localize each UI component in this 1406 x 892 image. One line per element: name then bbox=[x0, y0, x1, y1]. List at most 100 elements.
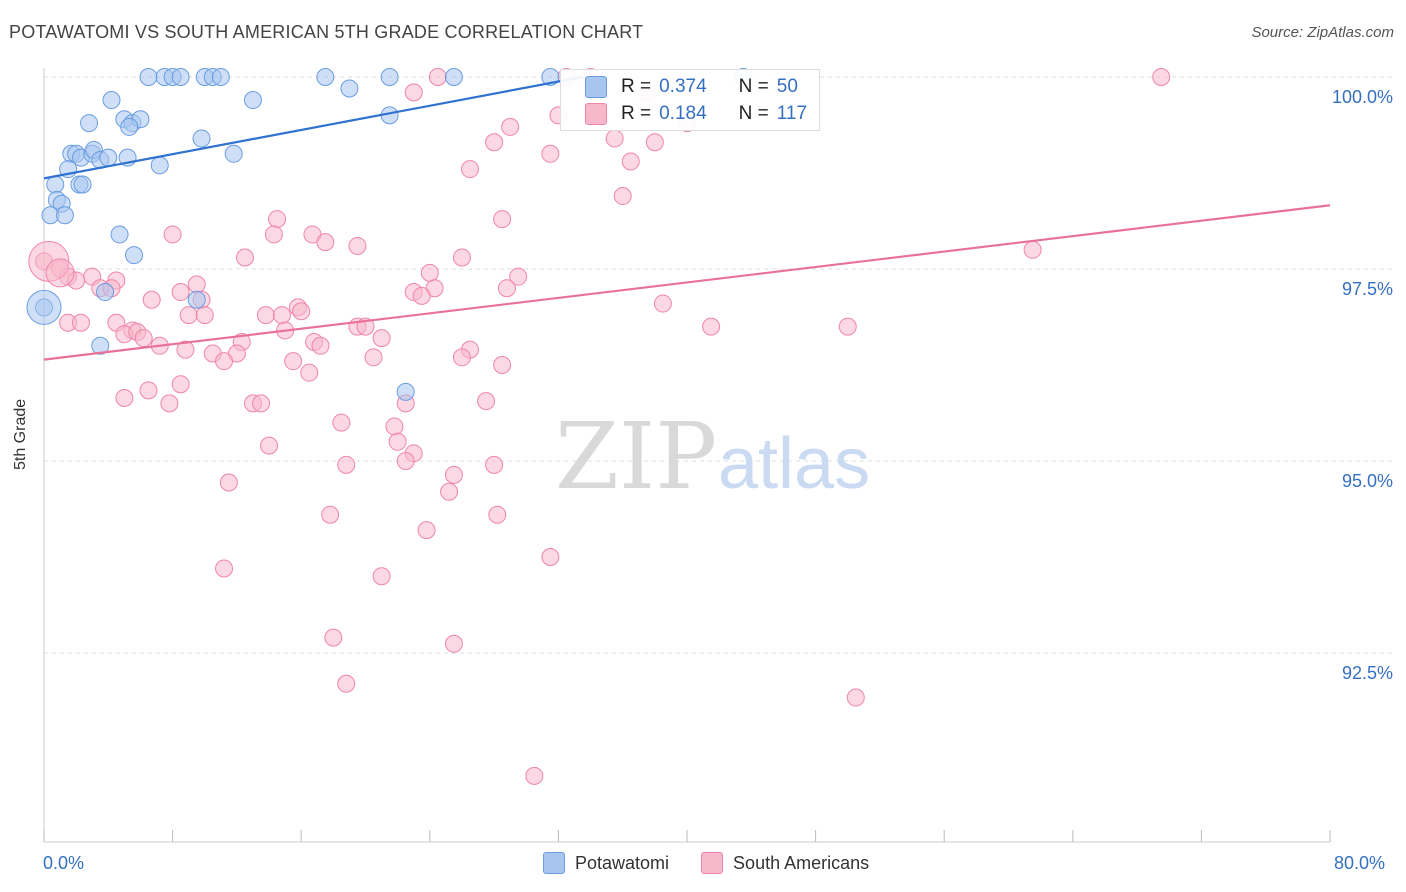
south-american-point bbox=[324, 628, 343, 647]
watermark-atlas: atlas bbox=[718, 424, 870, 504]
y-axis-label: 5th Grade bbox=[12, 398, 29, 470]
legend-swatch-potawatomi bbox=[585, 76, 607, 98]
south-american-point bbox=[215, 559, 234, 578]
south-american-point bbox=[605, 129, 624, 148]
legend-n-value: 50 bbox=[776, 76, 798, 97]
potawatomi-point bbox=[80, 114, 99, 133]
potawatomi-point bbox=[340, 79, 359, 98]
south-american-point bbox=[497, 279, 516, 298]
south-american-trend-line bbox=[43, 204, 1331, 361]
potawatomi-point bbox=[380, 68, 399, 86]
south-american-point bbox=[1023, 240, 1042, 259]
south-american-point bbox=[613, 187, 632, 206]
south-american-point bbox=[428, 68, 447, 86]
south-american-point bbox=[440, 482, 459, 501]
south-american-point bbox=[160, 394, 179, 413]
south-american-point bbox=[337, 674, 356, 693]
south-american-point bbox=[348, 236, 367, 255]
legend-r-value: 0.374 bbox=[659, 76, 707, 97]
south-american-point bbox=[452, 348, 471, 367]
south-american-point bbox=[139, 381, 158, 400]
south-american-point bbox=[332, 413, 351, 432]
south-american-point bbox=[653, 294, 672, 313]
south-american-point bbox=[541, 548, 560, 566]
south-american-point bbox=[179, 306, 198, 325]
potawatomi-point bbox=[99, 148, 118, 167]
south-american-point bbox=[115, 389, 134, 408]
potawatomi-point bbox=[192, 129, 211, 148]
south-american-point bbox=[134, 329, 153, 348]
potawatomi-point bbox=[139, 68, 158, 86]
south-american-point bbox=[645, 133, 664, 152]
potawatomi-point bbox=[396, 382, 415, 401]
south-american-point bbox=[260, 436, 279, 455]
south-american-point bbox=[311, 336, 330, 355]
potawatomi-point bbox=[125, 246, 144, 265]
south-american-point bbox=[621, 152, 640, 171]
legend-n-label: N = bbox=[738, 103, 769, 124]
potawatomi-point bbox=[46, 175, 65, 194]
chart-source: Source: ZipAtlas.com bbox=[1251, 24, 1394, 41]
series-south-americans bbox=[28, 68, 1171, 785]
south-american-point bbox=[444, 634, 463, 653]
series-legend-label: Potawatomi bbox=[575, 852, 670, 873]
series-swatch-potawatomi bbox=[543, 852, 565, 874]
south-american-point bbox=[702, 317, 721, 336]
y-tick-label: 97.5% bbox=[1342, 279, 1393, 299]
south-american-point bbox=[372, 329, 391, 348]
south-american-point bbox=[219, 473, 238, 492]
south-american-point bbox=[477, 392, 496, 411]
potawatomi-point bbox=[444, 68, 463, 86]
south-american-point bbox=[300, 363, 319, 382]
south-american-point bbox=[417, 521, 436, 540]
legend-n-value: 117 bbox=[776, 103, 808, 124]
south-american-point bbox=[493, 210, 512, 229]
potawatomi-trend-line bbox=[43, 75, 583, 180]
watermark-zip: ZIP bbox=[555, 403, 717, 510]
south-american-point bbox=[846, 688, 865, 707]
x-tick-label-max: 80.0% bbox=[1334, 853, 1386, 873]
legend-row-potawatomi: R = 0.374 N = 50 bbox=[585, 74, 798, 100]
south-american-point bbox=[488, 505, 507, 524]
south-american-point bbox=[364, 348, 383, 367]
watermark: ZIP atlas bbox=[555, 403, 870, 510]
legend-row-south-americans: R = 0.184 N = 117 bbox=[585, 101, 807, 127]
x-tick-label-min: 0.0% bbox=[43, 853, 85, 873]
potawatomi-point bbox=[55, 206, 74, 225]
south-american-point bbox=[337, 455, 356, 474]
south-american-point bbox=[509, 267, 528, 286]
south-american-point bbox=[252, 394, 271, 413]
legend-r-label: R = bbox=[621, 103, 652, 124]
y-tick-label: 92.5% bbox=[1342, 663, 1393, 683]
potawatomi-point bbox=[110, 225, 129, 244]
trend-lines bbox=[43, 75, 1331, 361]
south-american-point bbox=[321, 505, 340, 524]
series-legend-potawatomi[interactable]: Potawatomi bbox=[543, 852, 669, 874]
potawatomi-point bbox=[102, 91, 121, 110]
south-american-point bbox=[176, 340, 195, 359]
south-american-point bbox=[215, 352, 234, 371]
y-tick-label: 100.0% bbox=[1332, 87, 1393, 107]
south-american-point bbox=[142, 290, 161, 309]
legend-swatch-south-americans bbox=[585, 103, 607, 125]
series-legend: Potawatomi South Americans bbox=[543, 852, 901, 874]
series-legend-south-americans[interactable]: South Americans bbox=[701, 852, 869, 874]
south-american-point bbox=[444, 465, 463, 484]
south-american-point bbox=[268, 210, 287, 229]
y-tick-label: 95.0% bbox=[1342, 471, 1393, 491]
potawatomi-point bbox=[243, 91, 262, 110]
south-american-point bbox=[525, 766, 544, 785]
south-american-point bbox=[235, 248, 254, 267]
south-american-point bbox=[284, 352, 303, 371]
potawatomi-point bbox=[91, 336, 110, 355]
south-american-point bbox=[493, 356, 512, 374]
potawatomi-point bbox=[150, 156, 169, 175]
chart-axes bbox=[43, 68, 1331, 843]
south-american-point bbox=[171, 283, 190, 302]
potawatomi-point bbox=[120, 117, 139, 136]
south-american-point bbox=[501, 117, 520, 136]
legend-n-label: N = bbox=[738, 76, 769, 97]
potawatomi-point bbox=[73, 175, 92, 194]
south-american-point bbox=[460, 160, 479, 179]
south-american-point bbox=[541, 144, 560, 163]
